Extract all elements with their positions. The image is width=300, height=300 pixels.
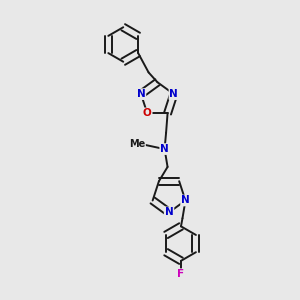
Text: F: F	[177, 269, 184, 279]
Text: N: N	[137, 89, 146, 99]
Text: Me: Me	[129, 139, 146, 149]
Text: N: N	[169, 89, 178, 99]
Text: N: N	[181, 196, 190, 206]
Text: N: N	[160, 144, 169, 154]
Text: O: O	[143, 108, 152, 118]
Text: N: N	[165, 207, 173, 218]
